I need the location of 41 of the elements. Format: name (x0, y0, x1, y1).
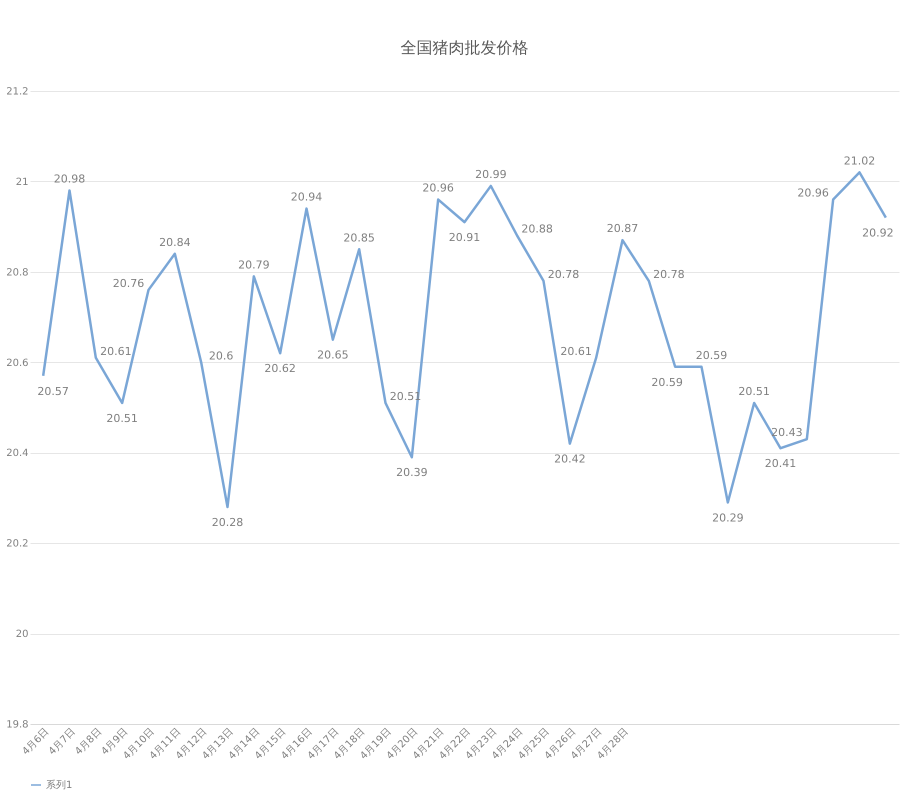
data-label: 20.29 (712, 511, 744, 524)
data-label: 20.87 (606, 222, 638, 236)
y-tick-label: 21 (16, 176, 28, 188)
data-label: 20.41 (764, 457, 796, 470)
data-label: 20.51 (738, 384, 770, 398)
data-label: 20.85 (343, 231, 375, 244)
data-label: 20.96 (797, 186, 829, 200)
data-label: 20.62 (264, 362, 296, 376)
data-label: 20.88 (521, 222, 553, 236)
y-tick-label: 20.4 (6, 448, 28, 460)
data-label: 20.84 (159, 236, 191, 249)
data-label: 20.59 (696, 348, 728, 362)
data-label: 20.51 (106, 412, 138, 425)
data-label: 20.42 (554, 452, 586, 466)
data-label: 20.61 (560, 344, 592, 358)
y-tick-label: 20.2 (6, 538, 28, 550)
data-label: 20.61 (100, 344, 132, 358)
y-tick-label: 20.8 (6, 267, 28, 278)
data-label: 20.6 (208, 349, 234, 362)
data-label: 20.65 (317, 348, 349, 362)
data-label: 20.98 (54, 172, 86, 186)
data-label: 20.78 (548, 268, 580, 281)
data-label: 20.99 (475, 168, 507, 181)
data-label: 20.59 (651, 376, 683, 389)
y-tick-label: 20.6 (6, 358, 28, 369)
data-label: 21.02 (844, 154, 876, 168)
data-label: 20.91 (448, 231, 480, 244)
data-label: 20.39 (396, 466, 428, 480)
data-label: 20.96 (422, 182, 454, 195)
data-label: 20.76 (112, 276, 144, 290)
data-label: 20.94 (290, 190, 322, 204)
y-tick-label: 21.2 (6, 86, 28, 98)
data-label: 20.28 (212, 516, 244, 529)
y-tick-label: 20 (16, 629, 28, 640)
data-label: 20.79 (238, 258, 270, 272)
data-label: 20.57 (37, 384, 69, 398)
legend-label: 系列1 (46, 779, 72, 791)
data-label: 20.43 (771, 426, 803, 440)
data-label: 20.92 (862, 226, 894, 240)
chart-title: 全国猪肉批发价格 (400, 38, 528, 57)
data-label: 20.78 (653, 268, 685, 281)
